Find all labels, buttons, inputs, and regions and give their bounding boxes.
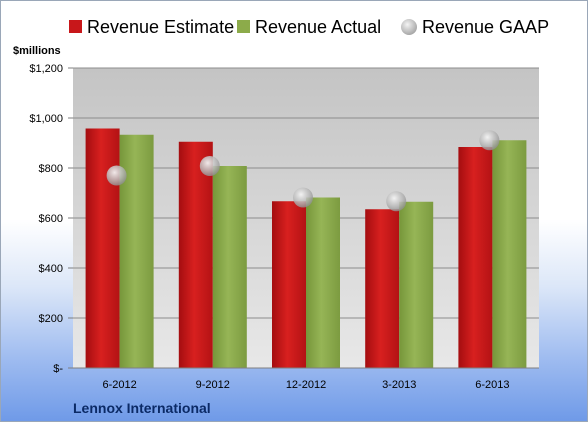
x-tick-label: 9-2012: [196, 379, 230, 391]
y-tick-label: $200: [39, 313, 63, 325]
gaap-marker: [386, 191, 407, 212]
legend-item-actual: Revenue Actual: [237, 17, 381, 37]
bars: [85, 128, 527, 368]
y-tick-label: $400: [39, 263, 63, 275]
gaap-markers: [106, 130, 500, 212]
legend-label-estimate: Revenue Estimate: [87, 17, 234, 37]
actual-bar: [212, 166, 247, 368]
estimate-bar: [178, 141, 213, 368]
legend-swatch-actual: [237, 20, 250, 33]
gaap-marker: [199, 156, 220, 176]
x-tick-label: 6-2012: [102, 379, 136, 391]
y-tick-label: $-: [53, 363, 63, 375]
legend: Revenue Estimate Revenue Actual Revenue …: [69, 17, 549, 37]
y-axis-ticks: $- $200 $400 $600 $800 $1,000 $1,200: [29, 63, 73, 375]
legend-label-actual: Revenue Actual: [255, 17, 381, 37]
x-axis-ticks: 6-2012 9-2012 12-2012 3-2013 6-2013: [102, 379, 509, 391]
legend-label-gaap: Revenue GAAP: [422, 17, 549, 37]
x-tick-label: 12-2012: [286, 379, 326, 391]
gaap-marker: [106, 165, 127, 186]
legend-item-gaap: Revenue GAAP: [401, 17, 549, 37]
estimate-bar: [85, 128, 120, 368]
y-tick-label: $1,000: [29, 113, 63, 125]
y-tick-label: $1,200: [29, 63, 63, 75]
company-name: Lennox International: [73, 400, 211, 416]
estimate-bar: [272, 201, 306, 368]
actual-bar: [399, 201, 434, 368]
gaap-marker: [479, 130, 500, 151]
legend-item-estimate: Revenue Estimate: [69, 17, 234, 37]
y-tick-label: $600: [39, 213, 63, 225]
actual-bar: [306, 197, 340, 368]
x-tick-label: 6-2013: [475, 379, 509, 391]
legend-swatch-estimate: [69, 20, 82, 33]
x-tick-label: 3-2013: [382, 379, 416, 391]
estimate-bar: [365, 209, 400, 368]
gaap-marker: [293, 187, 313, 208]
unit-label: $millions: [13, 45, 61, 57]
estimate-bar: [458, 147, 493, 368]
y-tick-label: $800: [39, 163, 63, 175]
actual-bar: [492, 140, 527, 368]
legend-marker-gaap: [401, 19, 417, 35]
